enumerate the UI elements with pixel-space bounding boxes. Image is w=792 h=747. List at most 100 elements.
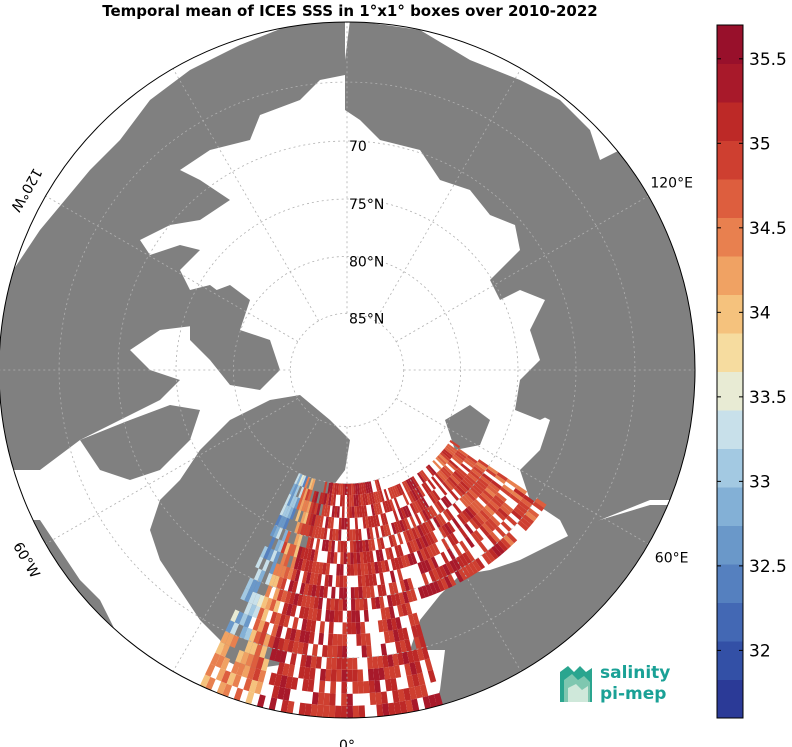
sss-cell (438, 565, 448, 578)
sss-cell (484, 487, 496, 498)
sss-cell (372, 656, 379, 669)
lat-label-85: 85°N (349, 311, 384, 327)
sss-cell (431, 489, 441, 501)
sss-cell (417, 672, 426, 686)
sss-cell (272, 636, 281, 650)
graticule (0, 22, 695, 718)
sss-cell (289, 508, 297, 520)
sss-cell (354, 506, 358, 518)
sss-cell (399, 579, 407, 593)
sss-cell (443, 575, 453, 589)
sss-cell (442, 510, 452, 522)
sss-cell (445, 445, 457, 455)
sss-cell (442, 448, 454, 458)
sss-cell (519, 517, 532, 528)
sss-cell (294, 472, 301, 485)
sss-cell (311, 525, 317, 538)
sss-cell (296, 594, 304, 607)
sss-cell (414, 685, 423, 699)
sss-cell (383, 666, 391, 680)
sss-cell (352, 483, 356, 495)
sss-cell (256, 607, 265, 620)
sss-cell (330, 517, 335, 529)
sss-cell (357, 563, 362, 576)
meridian-30 (375, 418, 522, 672)
sss-cell (405, 479, 414, 491)
sss-cell (459, 480, 470, 491)
sss-cell (272, 563, 281, 576)
sss-cell (264, 572, 273, 586)
sss-cell (404, 517, 412, 530)
sss-cell (334, 705, 342, 718)
sss-cell (367, 668, 375, 682)
sss-cell (283, 542, 291, 555)
lon-label-180: 180° (330, 0, 364, 4)
svalbard (445, 405, 490, 450)
sss-cell (338, 483, 342, 495)
lon-label-120E: 120°E (650, 176, 693, 192)
sss-cell (446, 443, 458, 453)
sss-cell (458, 527, 468, 539)
lon-label-120W: 120°W (7, 165, 45, 214)
colorbar-segment (717, 333, 743, 372)
sss-cell (474, 514, 485, 526)
sss-cell (294, 521, 301, 534)
sss-cell (364, 493, 369, 506)
sss-cell (474, 482, 485, 493)
sss-cell (366, 527, 371, 540)
sss-cell (390, 617, 398, 631)
sss-cell (464, 564, 475, 577)
sss-cell (363, 609, 370, 622)
sss-cell (230, 661, 241, 675)
sss-cell (497, 540, 509, 552)
sss-cell (322, 705, 330, 718)
sss-cell (343, 575, 347, 588)
sss-cell (500, 520, 512, 532)
sss-cell (380, 691, 388, 705)
sss-cell (289, 495, 296, 508)
sss-cell (358, 505, 363, 518)
sss-cell (274, 649, 283, 663)
sss-cell (412, 539, 420, 552)
sss-cell (394, 640, 402, 654)
sss-cell (386, 594, 393, 608)
sss-cell (319, 621, 325, 634)
sss-cell (421, 483, 430, 495)
sss-cell (293, 557, 301, 570)
sss-cell (349, 540, 354, 553)
sss-cell (387, 487, 394, 500)
sss-cell (355, 540, 360, 553)
sss-cell (406, 577, 414, 591)
sss-cell (250, 655, 260, 669)
sss-cell (349, 529, 353, 541)
sss-cell (340, 483, 344, 495)
sss-cell (356, 505, 360, 518)
sss-cell (318, 562, 324, 575)
sss-cell (297, 522, 304, 535)
sss-cell (417, 485, 426, 497)
sss-cell (362, 551, 368, 564)
sss-cell (241, 664, 251, 678)
baffin-island (80, 405, 200, 480)
sss-cell (284, 493, 292, 506)
sss-cell (395, 616, 402, 630)
sss-cell (277, 686, 286, 700)
sss-cell (330, 494, 334, 506)
sss-cell (305, 512, 312, 525)
sss-cell (252, 580, 262, 594)
sss-cell (393, 665, 402, 678)
sss-cell (454, 452, 466, 462)
sss-cell (324, 574, 330, 587)
sss-cell (405, 529, 413, 542)
sss-cell (274, 612, 282, 626)
sss-cell (280, 577, 288, 591)
sss-cell (310, 704, 318, 717)
sss-cell (377, 655, 384, 669)
sss-cell (368, 492, 374, 505)
sss-cell (269, 524, 278, 537)
sss-cell (338, 598, 344, 611)
sss-cell (339, 575, 344, 588)
sss-cell (302, 524, 309, 536)
sss-cell (415, 623, 424, 637)
